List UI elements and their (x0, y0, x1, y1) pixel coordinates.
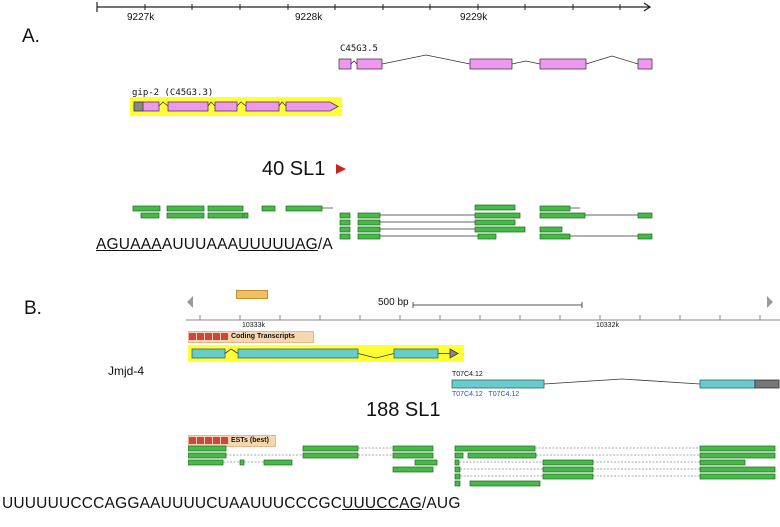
sequence-motif: UUUCCAG (342, 495, 422, 512)
sequence-tail: /A (318, 236, 333, 253)
track-download-icon[interactable] (221, 333, 228, 340)
scroll-right-icon[interactable] (766, 295, 774, 309)
coding-transcripts-header[interactable]: Coding Transcripts (188, 331, 314, 343)
gene-model-gip-2 (130, 97, 345, 116)
sequence-panel-a: AGUAAAAUUUAAAUUUUUAG/A (96, 236, 333, 254)
track-download-icon[interactable] (221, 437, 228, 444)
sequence-prefix: UUUUUUCCCAGGAAUUUUCUAAUUUCCCGC (2, 495, 342, 512)
track-menu-icon[interactable] (189, 333, 196, 340)
sl1-label-panel-a: 40 SL1 (262, 158, 325, 181)
overview-marker[interactable] (236, 290, 268, 299)
track-help-icon[interactable] (205, 437, 212, 444)
sl1-label-panel-b: 188 SL1 (366, 399, 441, 422)
sequence-middle: AUUUAAA (162, 236, 238, 253)
ruler-tick-label: 9227k (127, 12, 154, 23)
ruler-tick-label: 9229k (460, 12, 487, 23)
track-close-icon[interactable] (197, 437, 204, 444)
track-close-icon[interactable] (197, 333, 204, 340)
sequence-motif-2: UUUUUAG (238, 236, 318, 253)
track-help-icon[interactable] (205, 333, 212, 340)
scroll-left-icon[interactable] (186, 295, 194, 309)
scale-bar (412, 300, 587, 310)
sequence-motif-1: AGUAAA (96, 236, 162, 253)
track-config-icon[interactable] (213, 333, 220, 340)
coding-transcripts-title: Coding Transcripts (231, 333, 295, 340)
ruler-tick-label: 9228k (295, 12, 322, 23)
arrow-right-icon (335, 163, 347, 175)
track-menu-icon[interactable] (189, 437, 196, 444)
gene-model-jmjd-4 (188, 345, 468, 362)
panel-a-ruler (0, 0, 780, 30)
transcript-model-t07c4-12 (450, 376, 780, 392)
ests-title: ESTs (best) (231, 437, 269, 444)
gene-model-c45g3-5 (330, 52, 660, 76)
panel-b-ruler (186, 310, 780, 322)
track-config-icon[interactable] (213, 437, 220, 444)
ruler-tick-label: 10332k (596, 322, 619, 329)
est-tracks-panel-b (188, 444, 780, 490)
ruler-tick-label: 10333k (242, 322, 265, 329)
sequence-panel-b: UUUUUUCCCAGGAAUUUUCUAAUUUCCCGCUUUCCAG/AU… (2, 495, 461, 513)
gene-label-jmjd-4: Jmjd-4 (108, 364, 144, 378)
transcript-sublabels[interactable]: T07C4.12 T07C4.12 (452, 391, 519, 398)
scale-label: 500 bp (378, 297, 409, 308)
panel-b-label: B. (24, 298, 42, 320)
sequence-tail: /AUG (422, 495, 461, 512)
